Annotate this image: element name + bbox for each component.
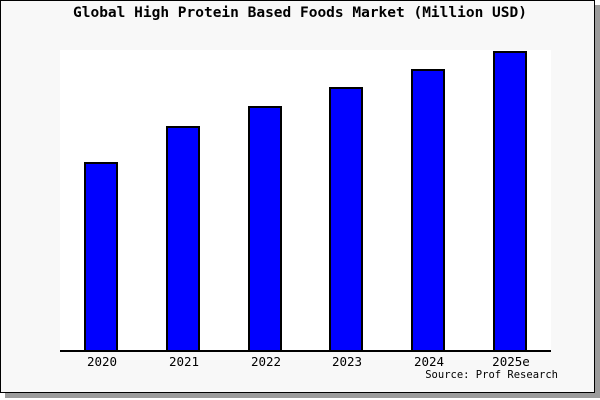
x-tick-2024: 2024 — [413, 354, 445, 369]
bar-2025e — [493, 51, 527, 351]
chart-title: Global High Protein Based Foods Market (… — [73, 5, 527, 21]
x-tick-2020: 2020 — [86, 354, 118, 369]
bar-2024 — [411, 69, 445, 351]
x-tick-2023: 2023 — [331, 354, 363, 369]
chart-frame: Global High Protein Based Foods Market (… — [0, 0, 595, 393]
plot-area — [60, 50, 551, 351]
x-tick-2022: 2022 — [250, 354, 282, 369]
x-tick-2021: 2021 — [168, 354, 200, 369]
bar-2023 — [329, 87, 363, 351]
bar-2020 — [84, 162, 118, 351]
source-credit: Source: Prof Research — [425, 369, 558, 381]
x-axis-line — [60, 350, 551, 352]
x-tick-2025e: 2025e — [492, 354, 530, 369]
bar-2021 — [166, 126, 200, 351]
bar-2022 — [248, 106, 282, 351]
